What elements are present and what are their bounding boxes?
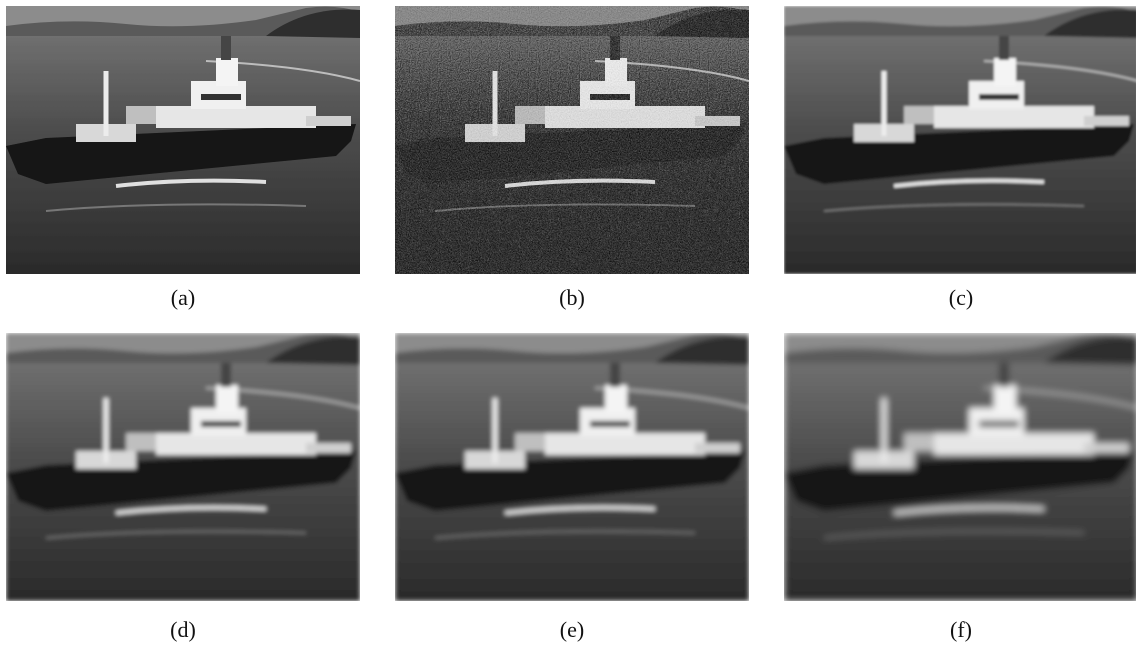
panel-image xyxy=(395,333,749,601)
panel-caption: (b) xyxy=(559,285,585,310)
panel-image xyxy=(6,6,360,274)
panel-image xyxy=(6,333,360,601)
panel-image xyxy=(395,6,749,274)
ship-image xyxy=(784,6,1136,274)
ship-image xyxy=(395,6,749,274)
figure-panel xyxy=(395,6,749,274)
ship-image xyxy=(784,333,1136,601)
panel-caption: (a) xyxy=(171,285,195,310)
figure-panel xyxy=(784,333,1136,601)
ship-image xyxy=(395,333,749,601)
panel-caption: (e) xyxy=(560,617,584,642)
figure-panel xyxy=(6,333,360,601)
figure-panel xyxy=(784,6,1136,274)
ship-image xyxy=(6,333,360,601)
ship-image xyxy=(6,6,360,274)
figure-panel xyxy=(395,333,749,601)
figure: (a) (b) (c) (d) (e) (f) xyxy=(0,0,1136,647)
panel-image xyxy=(784,6,1136,274)
panel-caption: (f) xyxy=(950,617,972,642)
figure-panel xyxy=(6,6,360,274)
panel-caption: (c) xyxy=(949,285,973,310)
panel-image xyxy=(784,333,1136,601)
panel-caption: (d) xyxy=(170,617,196,642)
